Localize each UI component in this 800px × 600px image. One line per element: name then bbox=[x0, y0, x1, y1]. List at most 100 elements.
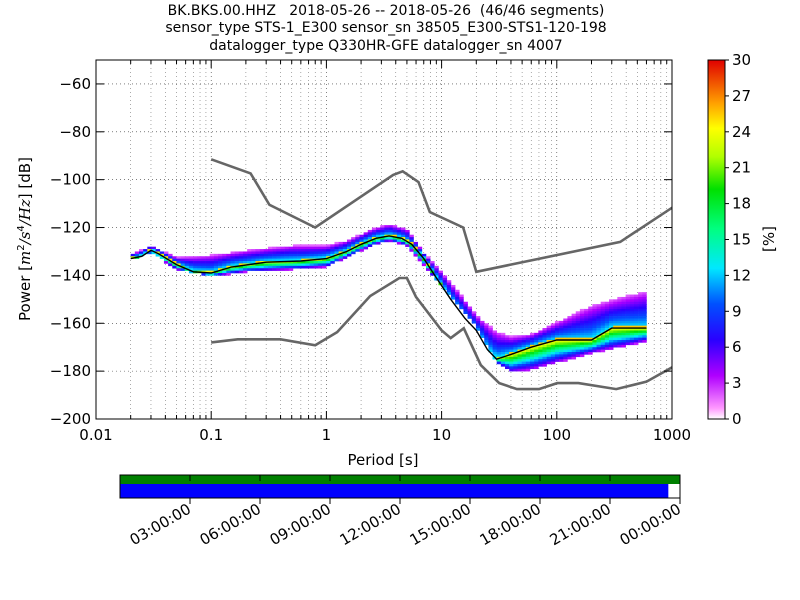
heatmap-cell bbox=[346, 241, 352, 245]
heatmap-cell bbox=[538, 335, 543, 338]
heatmap-cell bbox=[263, 258, 269, 262]
heatmap-cell bbox=[351, 237, 356, 240]
heatmap-cell bbox=[492, 349, 498, 353]
heatmap-cell bbox=[521, 361, 527, 365]
heatmap-cell bbox=[617, 340, 622, 343]
heatmap-cell bbox=[226, 268, 231, 271]
heatmap-cell bbox=[629, 308, 635, 312]
heatmap-cell bbox=[322, 261, 327, 264]
heatmap-cell bbox=[604, 316, 610, 319]
heatmap-cell bbox=[188, 261, 194, 264]
heatmap-cell bbox=[604, 306, 610, 310]
heatmap-cell bbox=[613, 304, 618, 307]
heatmap-cell bbox=[251, 263, 256, 267]
heatmap-cell bbox=[567, 356, 572, 360]
heatmap-cell bbox=[563, 359, 568, 362]
heatmap-cell bbox=[172, 261, 177, 264]
y-axis-label: Power [m2/s4/Hz] [dB] bbox=[16, 157, 34, 321]
heatmap-cell bbox=[384, 239, 389, 243]
heatmap-cell bbox=[396, 239, 402, 243]
heatmap-cell bbox=[168, 258, 173, 262]
heatmap-cell bbox=[584, 320, 589, 324]
heatmap-cell bbox=[500, 361, 506, 365]
heatmap-cell bbox=[276, 249, 281, 252]
heatmap-cell bbox=[567, 325, 572, 329]
heatmap-cell bbox=[492, 340, 498, 343]
heatmap-cell bbox=[475, 318, 481, 322]
heatmap-cell bbox=[538, 340, 543, 343]
heatmap-cell bbox=[405, 234, 410, 238]
heatmap-cell bbox=[272, 256, 277, 259]
heatmap-cell bbox=[480, 335, 485, 338]
heatmap-cell bbox=[588, 311, 593, 314]
heatmap-cell bbox=[463, 304, 468, 307]
heatmap-cell bbox=[604, 311, 610, 314]
chart-title-line-1: BK.BKS.00.HHZ 2018-05-26 -- 2018-05-26 (… bbox=[167, 3, 605, 19]
heatmap-cell bbox=[488, 335, 493, 338]
heatmap-cell bbox=[529, 356, 535, 360]
heatmap-cell bbox=[263, 251, 269, 255]
heatmap-cell bbox=[351, 244, 356, 247]
heatmap-cell bbox=[617, 335, 622, 338]
heatmap-cell bbox=[596, 335, 601, 338]
heatmap-cell bbox=[384, 237, 389, 240]
heatmap-cell bbox=[222, 265, 227, 269]
heatmap-cell bbox=[230, 258, 235, 262]
heatmap-cell bbox=[600, 318, 606, 322]
heatmap-cell bbox=[297, 251, 302, 255]
heatmap-cell bbox=[633, 306, 639, 310]
heatmap-cell bbox=[309, 263, 314, 267]
heatmap-cell bbox=[513, 363, 518, 367]
heatmap-cell bbox=[600, 340, 606, 343]
heatmap-cell bbox=[509, 359, 514, 362]
heatmap-cell bbox=[213, 268, 219, 271]
heatmap-cell bbox=[305, 265, 310, 269]
heatmap-cell bbox=[322, 263, 327, 267]
heatmap-cell bbox=[621, 330, 626, 334]
heatmap-cell bbox=[559, 356, 564, 360]
heatmap-cell bbox=[434, 265, 439, 269]
timeline-tick-label: 12:00:00 bbox=[337, 500, 404, 549]
heatmap-cell bbox=[380, 225, 385, 228]
heatmap-cell bbox=[255, 256, 260, 259]
heatmap-cell bbox=[276, 251, 281, 255]
heatmap-cell bbox=[617, 325, 622, 329]
heatmap-cell bbox=[638, 306, 643, 310]
heatmap-cell bbox=[388, 237, 394, 240]
heatmap-cell bbox=[276, 246, 281, 250]
heatmap-cell bbox=[517, 366, 522, 370]
colorbar-tick-label: 3 bbox=[732, 374, 742, 392]
heatmap-cell bbox=[600, 332, 606, 336]
heatmap-cell bbox=[554, 320, 560, 324]
heatmap-cell bbox=[197, 263, 202, 267]
heatmap-cell bbox=[513, 361, 518, 365]
timeline-tick-label: 09:00:00 bbox=[267, 500, 334, 549]
heatmap-cell bbox=[371, 227, 377, 231]
heatmap-cell bbox=[521, 368, 527, 372]
heatmap-cell bbox=[604, 301, 610, 305]
heatmap-cell bbox=[642, 323, 647, 326]
heatmap-cell bbox=[517, 363, 522, 367]
heatmap-cell bbox=[434, 275, 439, 279]
heatmap-cell bbox=[596, 304, 601, 307]
heatmap-cell bbox=[205, 261, 211, 264]
heatmap-cell bbox=[292, 249, 298, 252]
heatmap-cell bbox=[638, 323, 643, 326]
heatmap-cell bbox=[450, 296, 456, 300]
heatmap-cell bbox=[459, 294, 464, 298]
heatmap-cell bbox=[492, 330, 498, 334]
heatmap-cell bbox=[305, 263, 310, 267]
heatmap-cell bbox=[625, 335, 631, 338]
heatmap-cell bbox=[392, 237, 398, 240]
heatmap-cell bbox=[588, 344, 593, 348]
heatmap-cell bbox=[567, 340, 572, 343]
heatmap-cell bbox=[188, 268, 194, 271]
heatmap-cell bbox=[592, 313, 597, 317]
heatmap-cell bbox=[484, 323, 489, 326]
heatmap-cell bbox=[546, 330, 552, 334]
timeline-tick-label: 21:00:00 bbox=[547, 500, 614, 549]
heatmap-cell bbox=[438, 280, 443, 283]
heatmap-cell bbox=[554, 342, 560, 346]
heatmap-cell bbox=[642, 337, 647, 341]
heatmap-cell bbox=[550, 332, 556, 336]
